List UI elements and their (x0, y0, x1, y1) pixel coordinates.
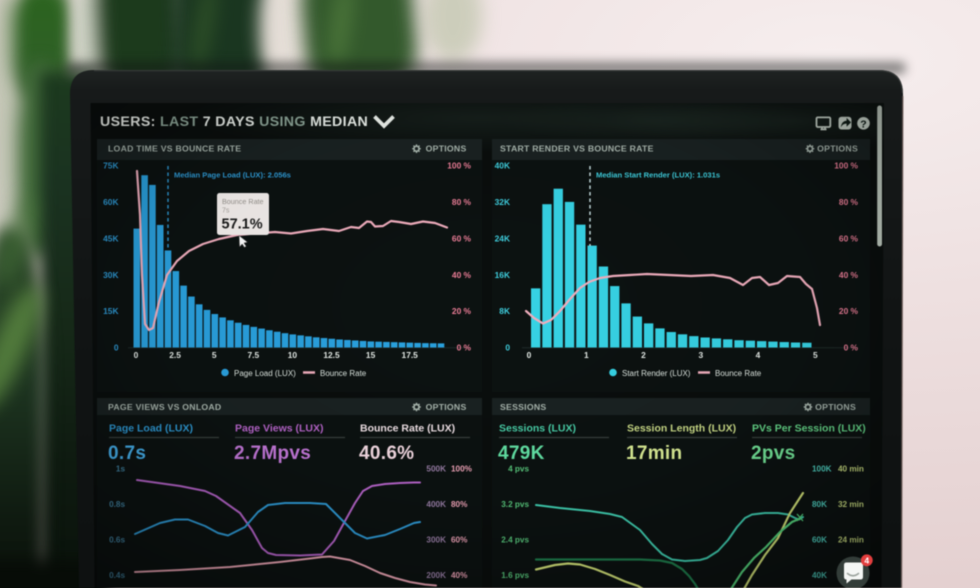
svg-text:4: 4 (864, 556, 869, 566)
